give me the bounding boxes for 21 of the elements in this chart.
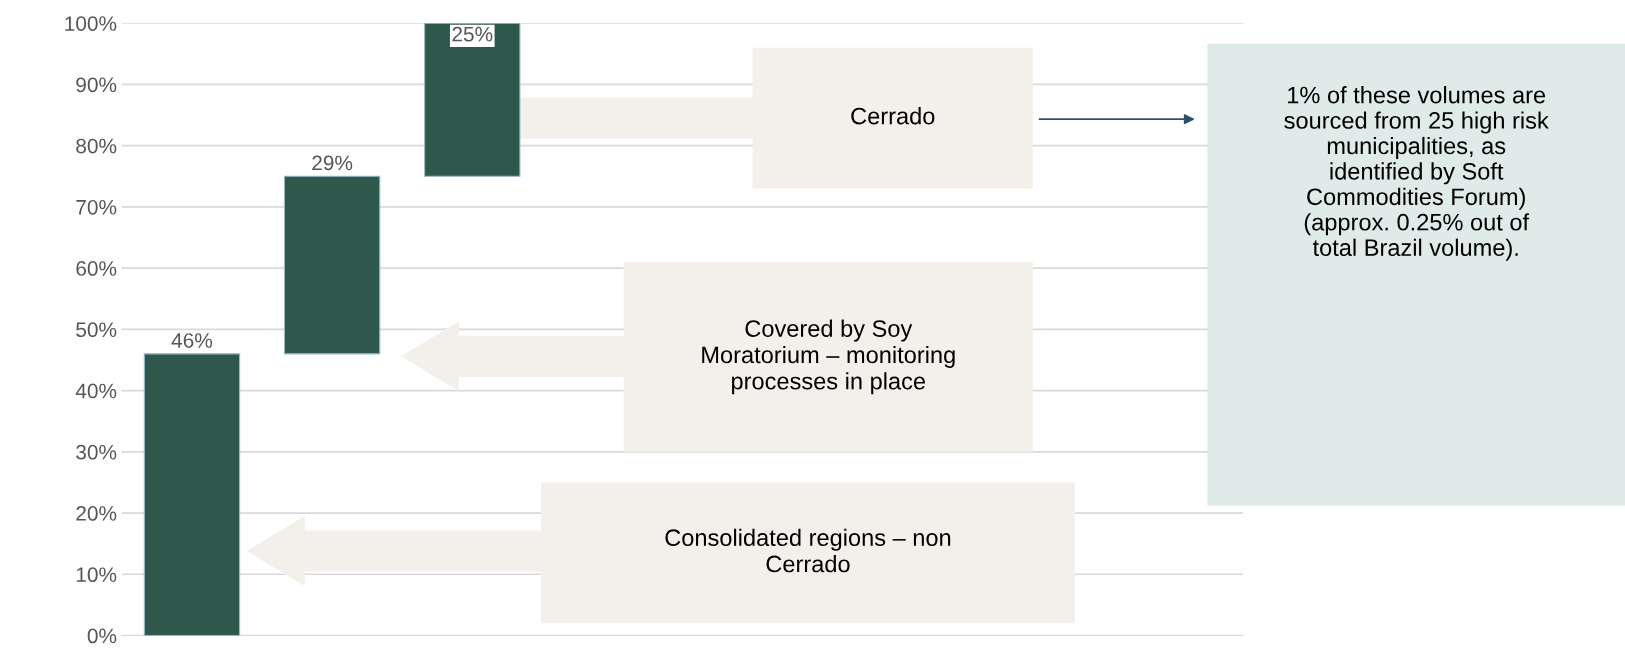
bar <box>143 353 241 636</box>
bar <box>283 175 381 355</box>
y-tick-label: 0% <box>87 628 117 644</box>
bar <box>424 23 521 177</box>
y-tick-label: 100% <box>65 16 117 31</box>
text: 1% of these volumes are sourced from 25 high risk municipalities, as identified by Soft Commodities Forum) (approx. 0.25% out of total Brazil volume). <box>1284 86 1549 261</box>
y-tick-label: 10% <box>76 567 117 583</box>
y-tick-label: 40% <box>75 383 117 399</box>
y-tick-label: 30% <box>76 444 117 460</box>
y-tick-label: 80% <box>76 138 117 154</box>
annotation: Covered by Soy Moratorium – monitoring processes in place <box>702 319 955 395</box>
data-label: 29% <box>312 155 353 171</box>
y-tick-label: 60% <box>76 261 117 276</box>
y-tick-label: 90% <box>76 77 117 93</box>
y-tick-label: 50% <box>76 322 117 338</box>
annotation: Cerrado <box>851 107 935 125</box>
y-tick-label: 20% <box>76 506 117 521</box>
y-tick-label: 70% <box>76 199 117 215</box>
data-label: 46% <box>171 333 213 348</box>
data-label: 25% <box>452 26 493 42</box>
annotation: Consolidated regions – non Cerrado <box>665 528 951 573</box>
